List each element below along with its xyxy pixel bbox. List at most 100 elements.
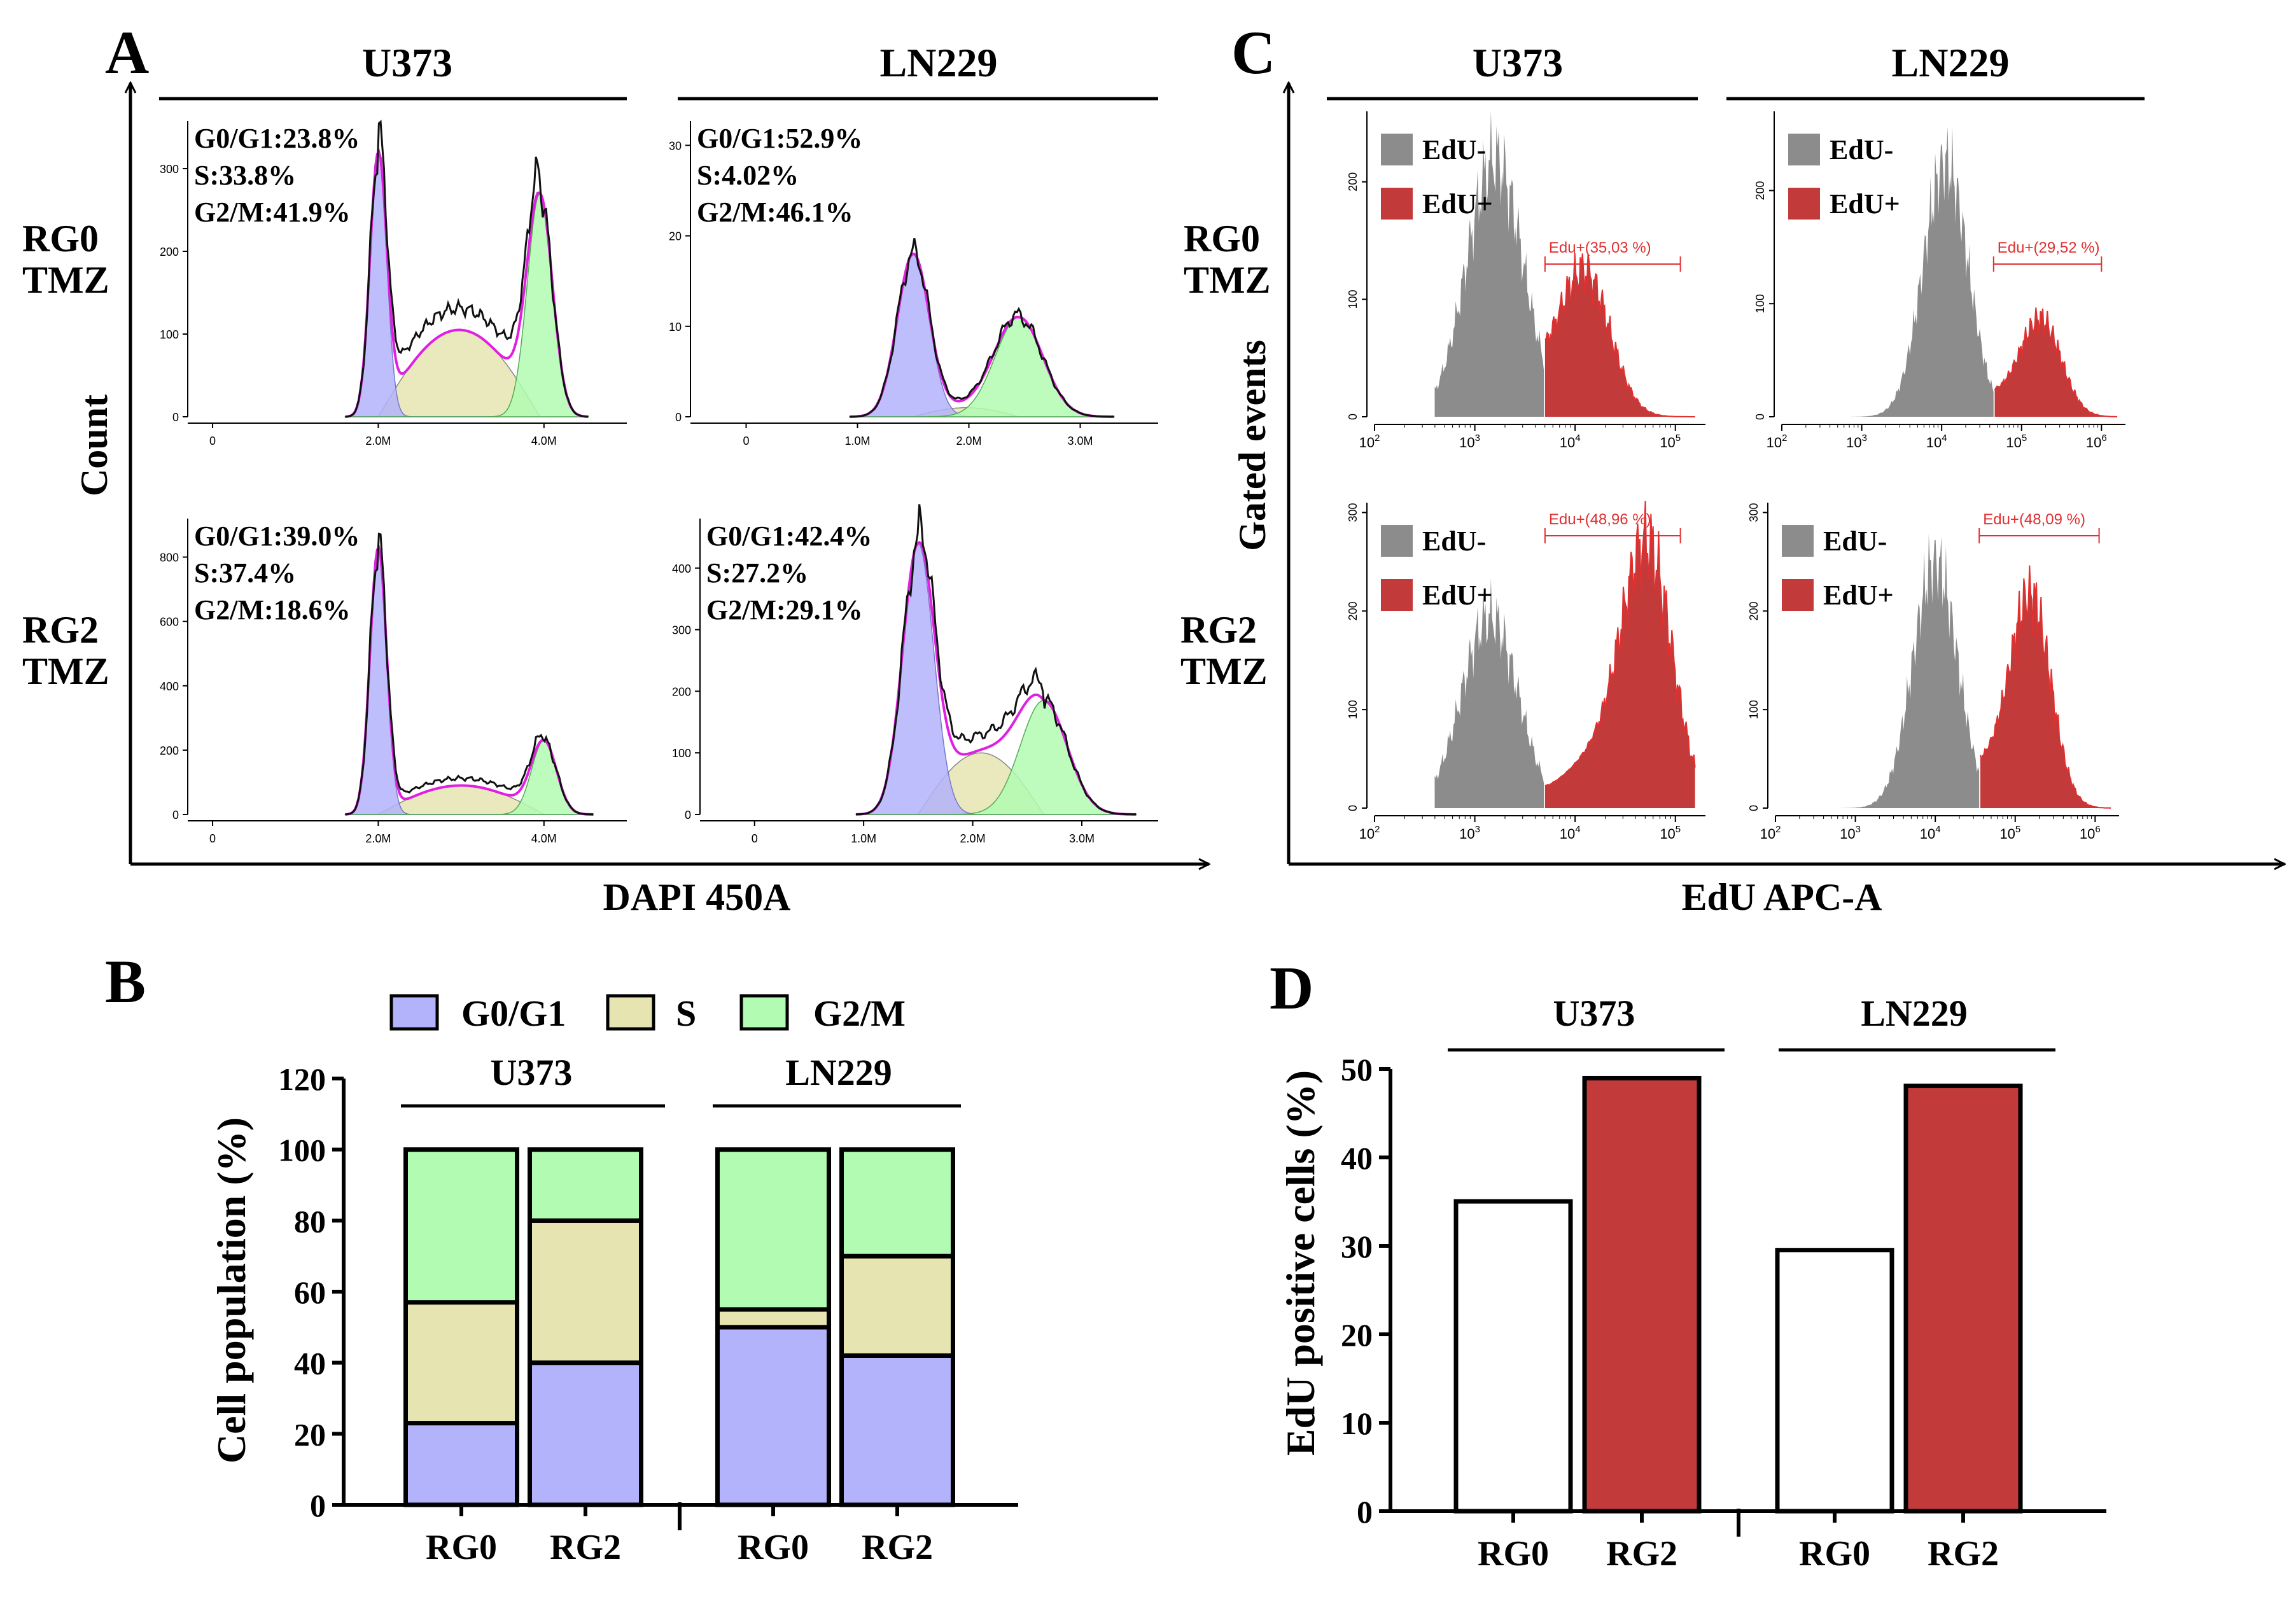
y-tick-label: 0 bbox=[172, 411, 179, 424]
x-tick-exponent: 4 bbox=[1575, 433, 1580, 443]
x-tick-label: RG2 bbox=[862, 1528, 933, 1567]
y-tick-label: 100 bbox=[1754, 294, 1767, 313]
edu-positive-fill bbox=[1544, 253, 1695, 417]
x-tick-label: 104 bbox=[1920, 824, 1941, 842]
x-tick-label: 104 bbox=[1560, 824, 1581, 842]
edu-histogram-3: 0 100 200 300 102 103 104 105 106 Edu+(48,09 %) Ed… bbox=[1747, 503, 2119, 842]
x-tick-exponent: 5 bbox=[1676, 824, 1681, 835]
legend-swatch-edu-pos bbox=[1381, 579, 1413, 611]
bar-segment-g2m bbox=[715, 1147, 831, 1312]
y-tick-label: 100 bbox=[1747, 700, 1760, 719]
x-tick-label: 0 bbox=[209, 435, 216, 447]
x-tick-label: 2.0M bbox=[365, 832, 391, 845]
x-tick-exponent: 2 bbox=[1375, 433, 1380, 443]
legend-label-edu-neg: EdU- bbox=[1422, 526, 1486, 557]
x-tick-label: 105 bbox=[1660, 824, 1681, 842]
y-tick-label: 50 bbox=[1341, 1052, 1373, 1087]
phase-stat-text: G2/M:29.1% bbox=[706, 594, 863, 625]
edu-positive-outline bbox=[1544, 253, 1695, 417]
x-tick-exponent: 3 bbox=[1856, 824, 1861, 835]
x-tick-label: 103 bbox=[1459, 824, 1480, 842]
y-tick-label: 100 bbox=[672, 747, 691, 760]
x-tick-label: 102 bbox=[1359, 433, 1380, 450]
x-tick-label: 106 bbox=[2086, 433, 2107, 450]
raw-data-line bbox=[850, 238, 1114, 418]
legend-label-edu-pos: EdU+ bbox=[1422, 188, 1493, 220]
x-tick-label: RG0 bbox=[1799, 1534, 1870, 1574]
legend-label-edu-pos: EdU+ bbox=[1422, 580, 1493, 611]
x-tick-label: 0 bbox=[209, 832, 216, 845]
panel-d-group-u373: U373 bbox=[1553, 993, 1635, 1034]
legend-swatch-edu-neg bbox=[1788, 134, 1820, 165]
x-tick-label: 105 bbox=[1999, 824, 2020, 842]
legend-label-s: S bbox=[676, 993, 696, 1034]
y-tick-label: 200 bbox=[1347, 601, 1359, 620]
phase-stat-text: G0/G1:39.0% bbox=[194, 520, 360, 552]
panel-b-ylabel: Cell population (%) bbox=[209, 1117, 254, 1463]
x-tick-exponent: 5 bbox=[2015, 824, 2020, 835]
phase-stat-text: S:37.4% bbox=[194, 557, 296, 589]
bar-segment-s bbox=[528, 1218, 643, 1365]
x-tick-label: RG2 bbox=[550, 1528, 621, 1567]
gate-label: Edu+(29,52 %) bbox=[1998, 239, 2100, 256]
panel-c-ylabel: Gated events bbox=[1231, 340, 1273, 551]
y-tick-label: 100 bbox=[278, 1133, 326, 1168]
gate-label: Edu+(48,96 %) bbox=[1549, 511, 1651, 528]
x-tick-label: 0 bbox=[752, 832, 758, 845]
bar-segment-g2m bbox=[839, 1147, 955, 1259]
edu-positive-outline bbox=[1994, 307, 2118, 417]
edu-negative-fill bbox=[1434, 110, 1544, 417]
x-tick-label: 104 bbox=[1560, 433, 1581, 450]
bar-segment-s bbox=[403, 1300, 519, 1426]
y-tick-label: 0 bbox=[1357, 1494, 1373, 1530]
y-tick-label: 20 bbox=[294, 1416, 326, 1452]
legend-swatch-edu-pos bbox=[1782, 579, 1814, 611]
panel-b: B G0/G1 S G2/M U373 LN229 Cell populatio… bbox=[105, 947, 1018, 1567]
y-tick-label: 600 bbox=[160, 616, 179, 629]
legend-swatch-g2m bbox=[739, 994, 789, 1031]
y-tick-label: 400 bbox=[160, 680, 179, 693]
dna-histogram-0: 0 100 200 300 0 2.0M 4.0M G0/G1:23.8% S:33.8% G2/… bbox=[160, 120, 627, 447]
legend-label-edu-pos: EdU+ bbox=[1830, 188, 1900, 220]
row-label-c-rg0-line2: TMZ bbox=[1184, 259, 1271, 301]
legend-swatch-g0g1 bbox=[389, 994, 439, 1031]
legend-swatch-edu-neg bbox=[1381, 134, 1413, 165]
y-tick-label: 0 bbox=[1347, 414, 1359, 420]
row-label-rg0-line2: TMZ bbox=[22, 259, 109, 301]
y-tick-label: 0 bbox=[685, 809, 691, 821]
legend-swatch-edu-neg bbox=[1381, 525, 1413, 557]
x-tick-label: RG0 bbox=[1478, 1534, 1549, 1574]
x-tick-exponent: 5 bbox=[2022, 433, 2027, 443]
row-label-c-rg0-line1: RG0 bbox=[1184, 218, 1260, 260]
legend-swatch-edu-neg bbox=[1782, 525, 1814, 557]
bar bbox=[1453, 1199, 1573, 1514]
gate-label: Edu+(48,09 %) bbox=[1983, 511, 2085, 528]
edu-histogram-2: 0 100 200 300 102 103 104 105 Edu+(48,96 %) EdU- E… bbox=[1347, 500, 1705, 842]
x-tick-exponent: 5 bbox=[1676, 433, 1681, 443]
phase-stat-text: S:4.02% bbox=[697, 160, 799, 191]
x-tick-label: 105 bbox=[1660, 433, 1681, 450]
x-tick-label: 105 bbox=[2006, 433, 2027, 450]
y-tick-label: 200 bbox=[1747, 601, 1760, 620]
x-tick-label: 102 bbox=[1767, 433, 1788, 450]
y-tick-label: 200 bbox=[1754, 181, 1767, 200]
phase-stat-text: G0/G1:52.9% bbox=[697, 123, 862, 154]
x-tick-exponent: 6 bbox=[2095, 824, 2100, 835]
y-tick-label: 10 bbox=[1341, 1406, 1373, 1441]
dna-histogram-1: 0 10 20 30 0 1.0M 2.0M 3.0M G0/G1:52.9% S:4.02% G2… bbox=[669, 121, 1158, 447]
y-tick-label: 100 bbox=[160, 328, 179, 341]
row-label-c-rg2-line2: TMZ bbox=[1180, 650, 1268, 692]
bar-segment-g2m bbox=[403, 1147, 519, 1305]
y-tick-label: 300 bbox=[1747, 503, 1760, 522]
x-tick-label: 3.0M bbox=[1069, 832, 1095, 845]
x-tick-exponent: 2 bbox=[1375, 824, 1380, 835]
x-tick-label: 2.0M bbox=[956, 435, 981, 447]
x-tick-label: 2.0M bbox=[960, 832, 986, 845]
panel-label-a: A bbox=[105, 18, 149, 87]
raw-data-line bbox=[345, 532, 594, 816]
x-tick-label: 1.0M bbox=[851, 832, 876, 845]
row-label-rg2-line2: TMZ bbox=[22, 650, 109, 692]
y-tick-label: 200 bbox=[160, 744, 179, 757]
y-tick-label: 60 bbox=[294, 1274, 326, 1310]
y-tick-label: 0 bbox=[310, 1488, 326, 1523]
